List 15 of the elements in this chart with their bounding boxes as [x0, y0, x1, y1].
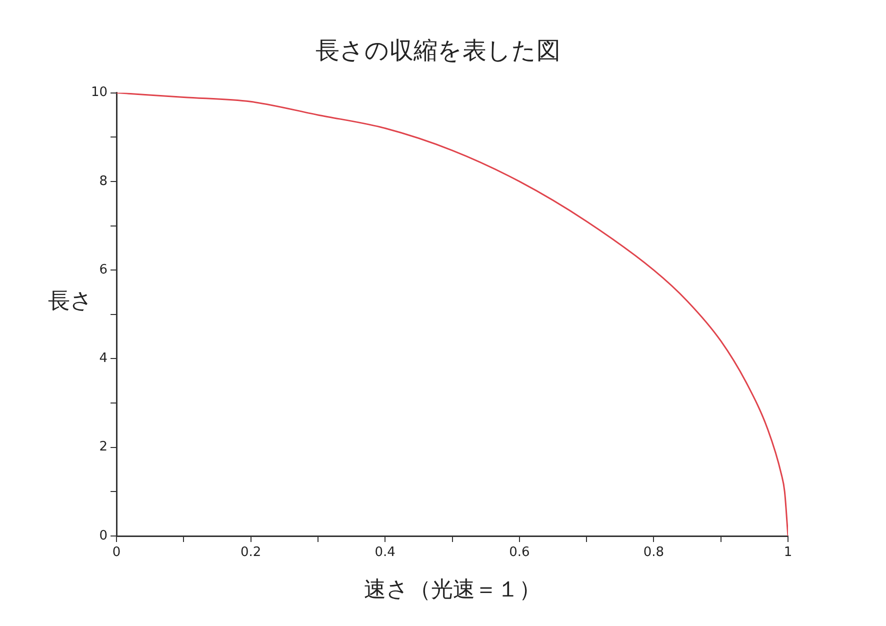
y-tick-label: 2: [99, 440, 108, 455]
y-tick-label: 0: [99, 528, 108, 544]
y-tick-label: 8: [99, 174, 108, 189]
x-tick-label: 0.8: [643, 545, 664, 560]
x-tick-label: 0.4: [374, 545, 396, 560]
chart-title: 長さの収縮を表した図: [316, 36, 560, 65]
y-tick-label: 4: [99, 351, 108, 366]
x-tick-label: 0: [112, 545, 121, 560]
y-tick-label: 6: [99, 262, 108, 278]
y-tick-label: 10: [90, 85, 108, 100]
x-tick-label: 0.6: [509, 545, 530, 560]
y-axis-title: 長さ: [48, 288, 93, 316]
x-axis-title: 速さ（光速＝１）: [364, 578, 541, 603]
x-tick-label: 0.2: [240, 545, 262, 560]
x-tick-label: 1: [784, 545, 792, 560]
